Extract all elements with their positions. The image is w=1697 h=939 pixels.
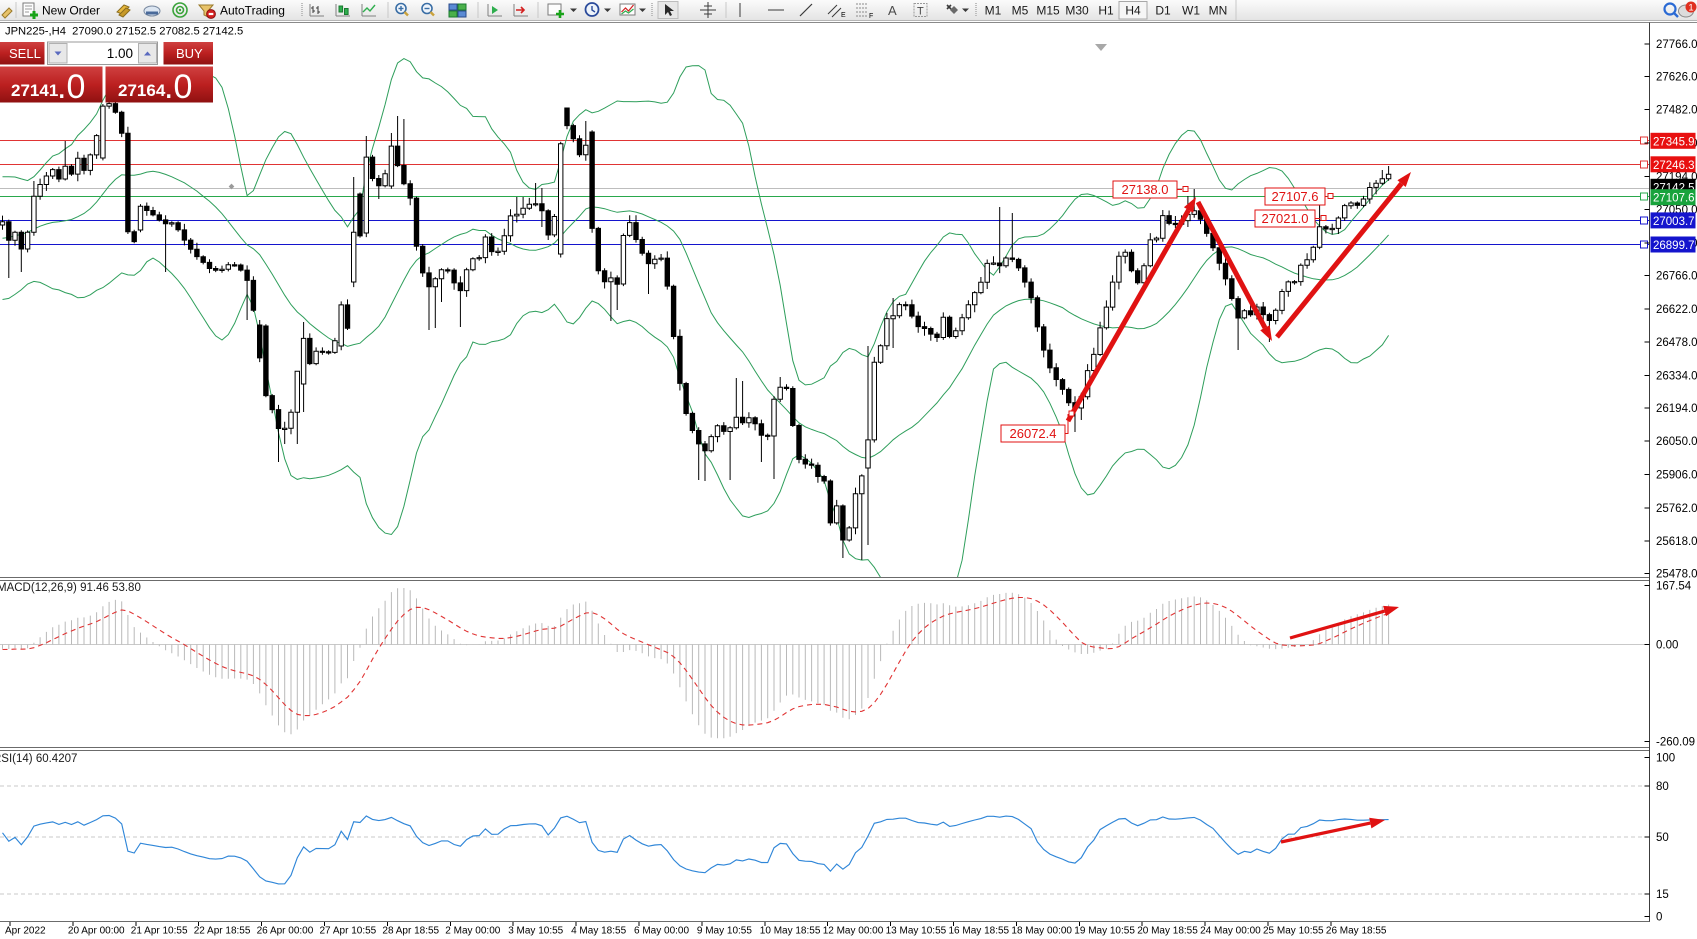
svg-text:27 Apr 10:55: 27 Apr 10:55	[320, 926, 377, 937]
svg-text:MN: MN	[1209, 4, 1228, 18]
svg-text:T: T	[917, 6, 924, 18]
svg-text:25 May 10:55: 25 May 10:55	[1263, 926, 1324, 937]
svg-text:F: F	[869, 13, 873, 20]
svg-text:Apr 2022: Apr 2022	[5, 926, 46, 937]
svg-text:26 May 18:55: 26 May 18:55	[1326, 926, 1387, 937]
svg-text:50: 50	[1656, 832, 1669, 844]
svg-text:80: 80	[1656, 781, 1669, 793]
svg-text:15: 15	[1656, 889, 1669, 901]
svg-text:26622.0: 26622.0	[1656, 304, 1697, 316]
svg-text:1.00: 1.00	[107, 46, 133, 61]
svg-text:E: E	[841, 12, 846, 19]
svg-text:9 May 10:55: 9 May 10:55	[697, 926, 752, 937]
svg-text:27138.0: 27138.0	[1122, 182, 1169, 197]
svg-text:-260.09: -260.09	[1656, 737, 1695, 749]
svg-text:6 May 00:00: 6 May 00:00	[634, 926, 689, 937]
svg-text:BUY: BUY	[176, 46, 203, 61]
svg-text:27246.3: 27246.3	[1653, 160, 1695, 172]
svg-text:27164: 27164	[118, 81, 166, 100]
svg-text:SELL: SELL	[9, 46, 41, 61]
svg-text:27766.0: 27766.0	[1656, 39, 1697, 51]
svg-text:M30: M30	[1065, 4, 1089, 18]
svg-text:MACD(12,26,9) 91.46 53.80: MACD(12,26,9) 91.46 53.80	[0, 582, 141, 594]
svg-text:27107.6: 27107.6	[1653, 193, 1695, 205]
svg-text:.0: .0	[57, 68, 85, 106]
svg-text:20 Apr 00:00: 20 Apr 00:00	[68, 926, 125, 937]
svg-text:26194.0: 26194.0	[1656, 403, 1697, 415]
svg-text:25762.0: 25762.0	[1656, 503, 1697, 515]
svg-text:26899.7: 26899.7	[1653, 240, 1695, 252]
svg-text:27107.6: 27107.6	[1272, 189, 1319, 204]
svg-text:16 May 18:55: 16 May 18:55	[949, 926, 1010, 937]
svg-text:22 Apr 18:55: 22 Apr 18:55	[194, 926, 251, 937]
svg-text:H1: H1	[1098, 4, 1114, 18]
svg-text:AutoTrading: AutoTrading	[220, 4, 285, 18]
svg-text:D1: D1	[1155, 4, 1171, 18]
svg-text:27345.9: 27345.9	[1653, 136, 1695, 148]
svg-text:25906.0: 25906.0	[1656, 470, 1697, 482]
svg-text:27626.0: 27626.0	[1656, 71, 1697, 83]
svg-text:1: 1	[1688, 3, 1693, 14]
svg-text:M5: M5	[1012, 4, 1029, 18]
svg-text:26 Apr 00:00: 26 Apr 00:00	[257, 926, 314, 937]
svg-text:JPN225-,H4 27090.0 27152.5 27: JPN225-,H4 27090.0 27152.5 27082.5 27142…	[5, 26, 243, 38]
svg-text:2 May 00:00: 2 May 00:00	[445, 926, 500, 937]
svg-text:.0: .0	[164, 68, 192, 106]
svg-text:25618.0: 25618.0	[1656, 536, 1697, 548]
svg-text:W1: W1	[1182, 4, 1200, 18]
svg-text:26334.0: 26334.0	[1656, 371, 1697, 383]
svg-text:24 May 00:00: 24 May 00:00	[1200, 926, 1261, 937]
svg-text:20 May 18:55: 20 May 18:55	[1137, 926, 1198, 937]
svg-text:27021.0: 27021.0	[1262, 211, 1309, 226]
svg-text:H4: H4	[1125, 4, 1141, 18]
svg-text:26478.0: 26478.0	[1656, 337, 1697, 349]
svg-text:0.00: 0.00	[1656, 640, 1678, 652]
svg-text:167.54: 167.54	[1656, 581, 1692, 593]
svg-text:21 Apr 10:55: 21 Apr 10:55	[131, 926, 188, 937]
svg-text:RSI(14) 60.4207: RSI(14) 60.4207	[0, 753, 77, 765]
svg-text:A: A	[888, 3, 897, 18]
svg-text:25478.0: 25478.0	[1656, 569, 1697, 581]
svg-text:0: 0	[1656, 911, 1662, 923]
svg-text:26072.4: 26072.4	[1010, 426, 1057, 441]
svg-text:26050.0: 26050.0	[1656, 436, 1697, 448]
svg-text:13 May 10:55: 13 May 10:55	[886, 926, 947, 937]
svg-text:3 May 10:55: 3 May 10:55	[508, 926, 563, 937]
svg-text:100: 100	[1656, 753, 1675, 765]
svg-text:4 May 18:55: 4 May 18:55	[571, 926, 626, 937]
svg-text:M1: M1	[985, 4, 1002, 18]
svg-text:M15: M15	[1036, 4, 1060, 18]
svg-text:27482.0: 27482.0	[1656, 105, 1697, 117]
svg-text:28 Apr 18:55: 28 Apr 18:55	[382, 926, 439, 937]
svg-text:27141: 27141	[11, 81, 58, 100]
svg-text:26766.0: 26766.0	[1656, 271, 1697, 283]
svg-text:27003.7: 27003.7	[1653, 216, 1695, 228]
svg-text:10 May 18:55: 10 May 18:55	[760, 926, 821, 937]
svg-text:18 May 00:00: 18 May 00:00	[1011, 926, 1072, 937]
svg-text:12 May 00:00: 12 May 00:00	[823, 926, 884, 937]
svg-text:New Order: New Order	[42, 4, 100, 18]
svg-text:19 May 10:55: 19 May 10:55	[1074, 926, 1135, 937]
